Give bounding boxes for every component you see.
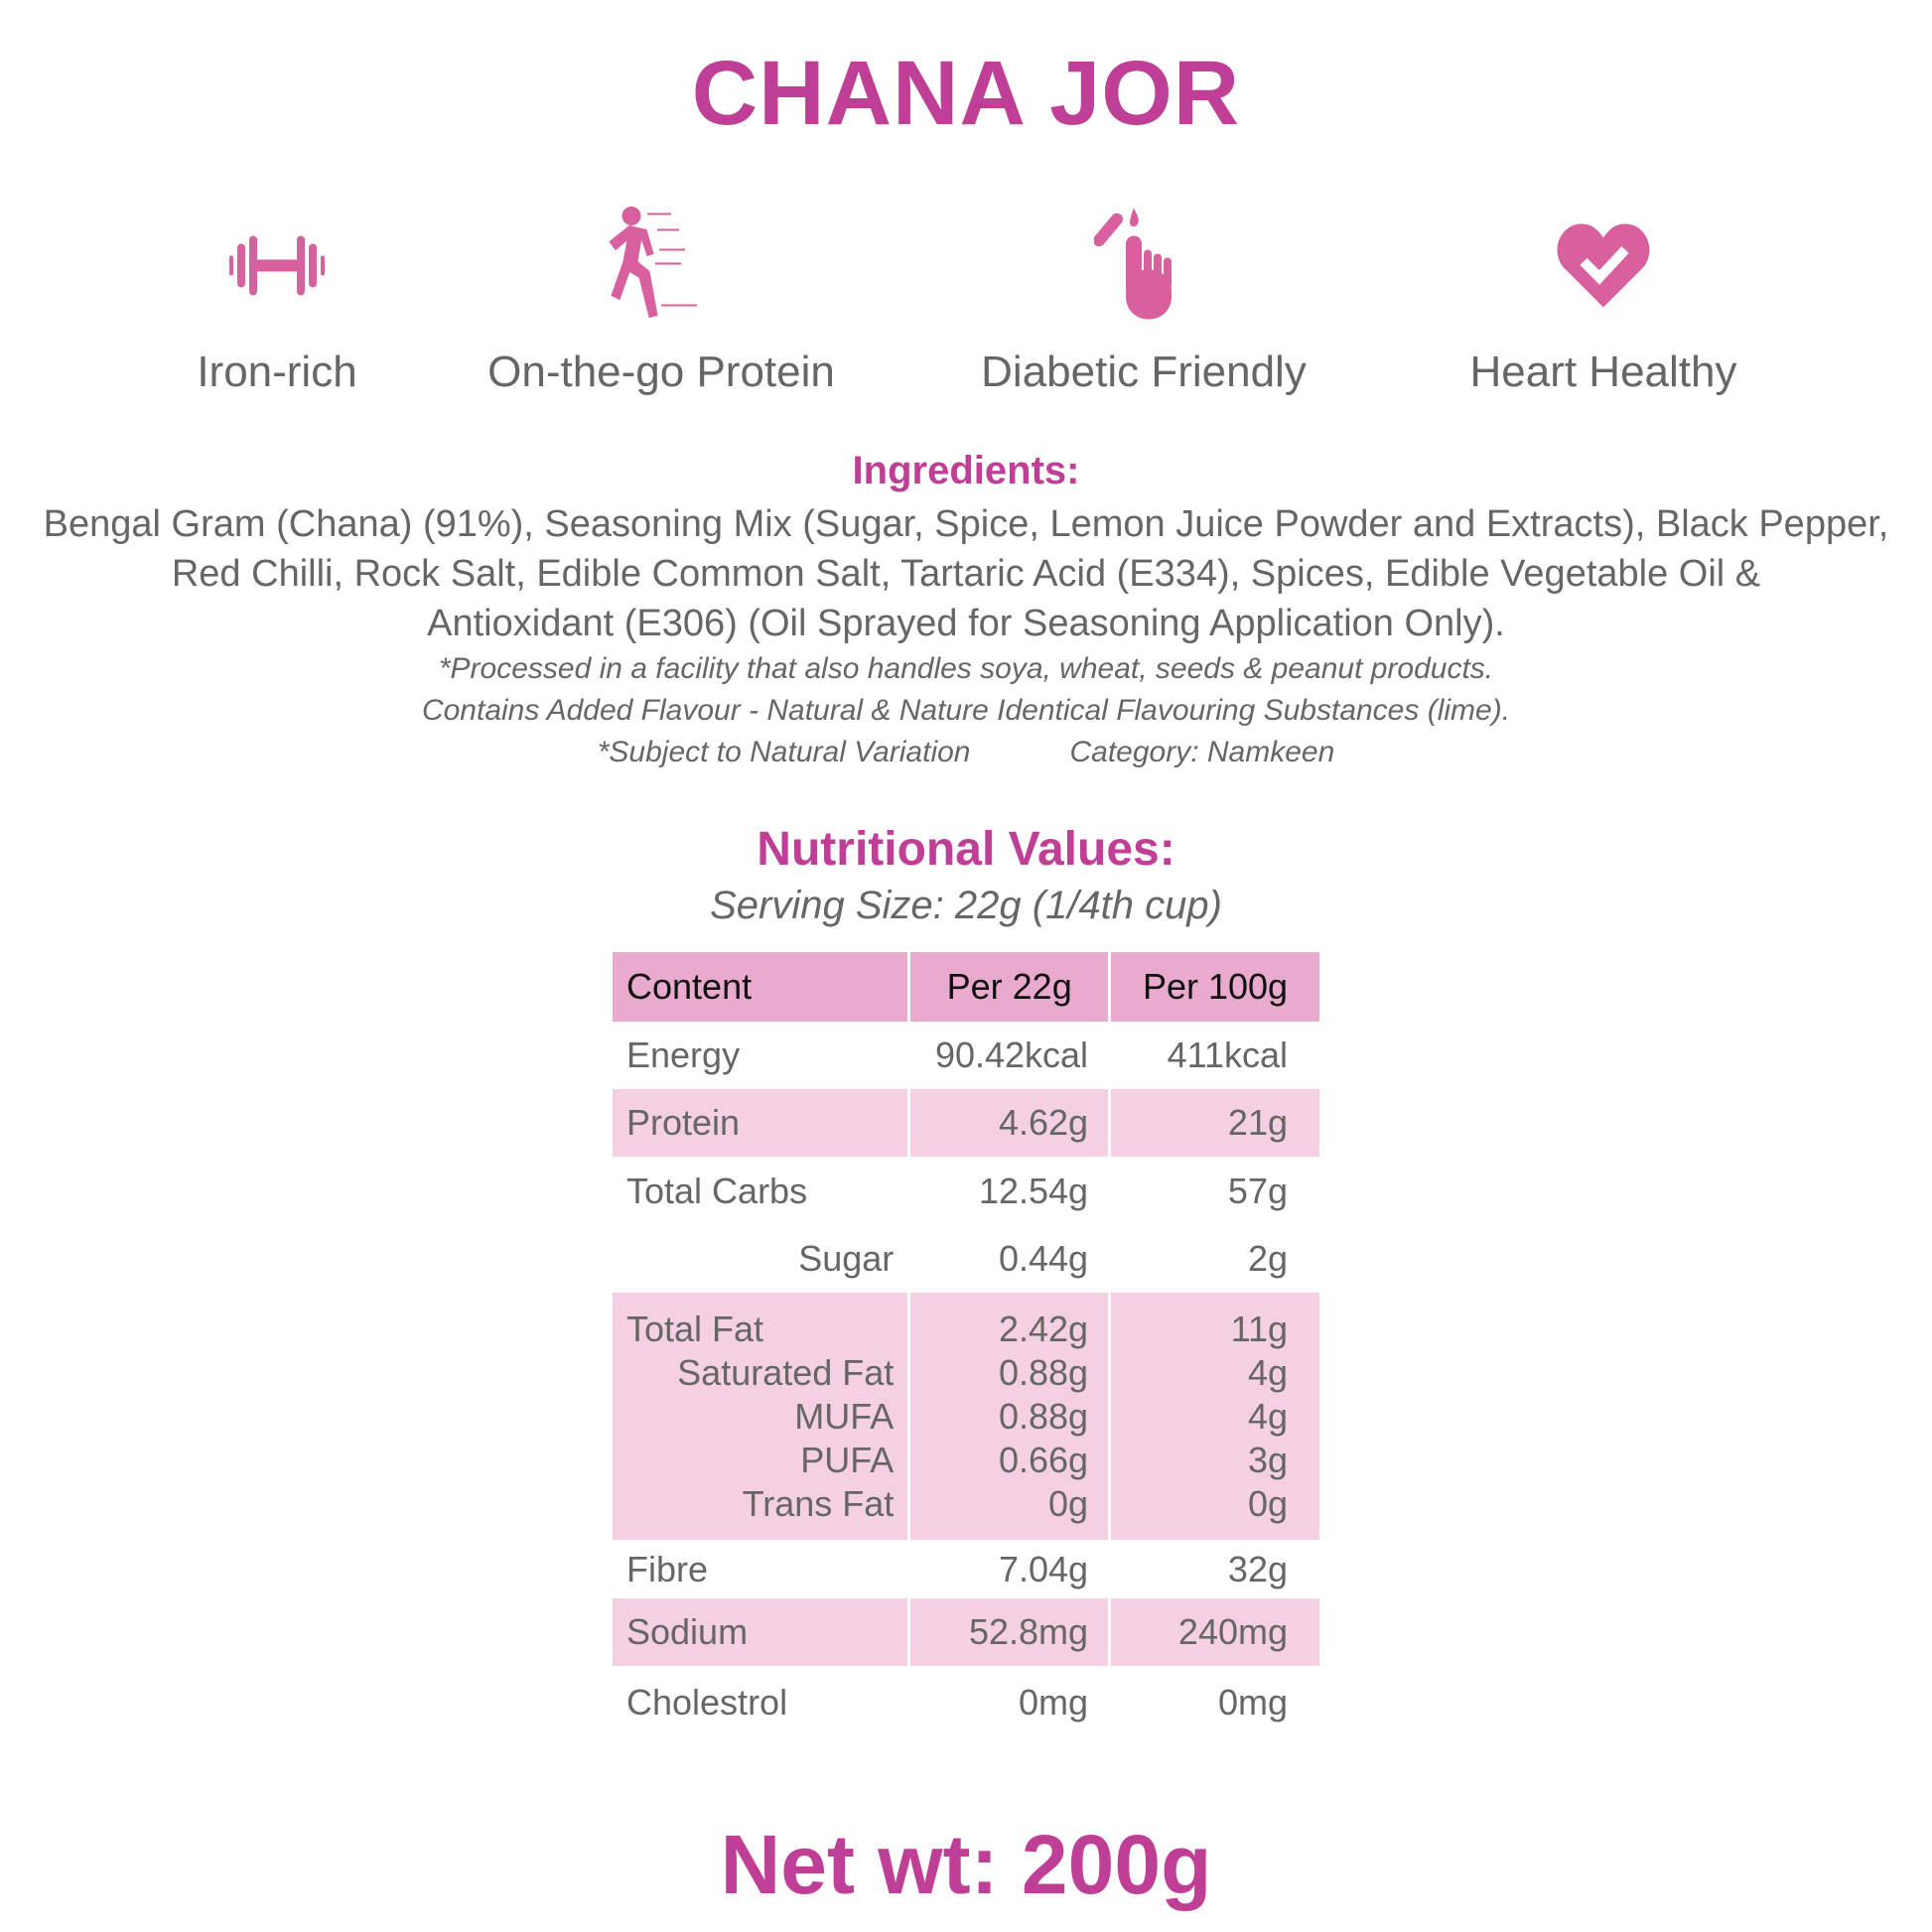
feature-label: Diabetic Friendly: [981, 347, 1307, 396]
per-100g-cell: 2g: [1111, 1225, 1319, 1293]
net-weight: Net wt: 200g: [720, 1818, 1212, 1911]
ingredients-line: Antioxidant (E306) (Oil Sprayed for Seas…: [427, 603, 1505, 644]
nutrient-value: 52.8mg: [968, 1611, 1089, 1652]
per-100g-cell: 57g: [1111, 1157, 1319, 1225]
nutrient-value: 12.54g: [978, 1170, 1089, 1211]
allergen-note: *Processed in a facility that also handl…: [438, 652, 1494, 685]
feature-label: Iron-rich: [197, 347, 357, 396]
nutrient-name: Total Carbs: [626, 1170, 808, 1211]
feature-label: On-the-go Protein: [487, 347, 835, 396]
per-100g-cell: 32g: [1111, 1540, 1319, 1598]
nutrient-value: 4g: [1247, 1351, 1288, 1393]
running-person-icon: [609, 207, 697, 319]
feature-iron-rich: Iron-rich: [59, 204, 495, 397]
nutrient-name: Energy: [626, 1035, 741, 1075]
nutrition-heading: Nutritional Values:: [757, 823, 1175, 876]
nutrient-value: 0.88g: [998, 1395, 1089, 1437]
ingredients-line: Bengal Gram (Chana) (91%), Seasoning Mix…: [43, 503, 1889, 545]
feature-protein: On-the-go Protein: [443, 204, 880, 397]
flavour-note: Contains Added Flavour - Natural & Natur…: [421, 694, 1511, 727]
nutrient-value: 411kcal: [1167, 1035, 1288, 1075]
per-22g-cell: 7.04g: [910, 1540, 1108, 1598]
ingredients-text: Bengal Gram (Chana) (91%), Seasoning Mix…: [30, 499, 1902, 773]
per-100g-cell: 240mg: [1111, 1598, 1319, 1666]
heart-check-icon: [1557, 223, 1650, 308]
nutrient-value: 0.66g: [998, 1439, 1089, 1480]
nutrient-value: 7.04g: [998, 1548, 1089, 1589]
per-22g-cell: 12.54g: [910, 1157, 1108, 1225]
dumbbell-icon: [229, 235, 325, 296]
nutrient-value: 0g: [1247, 1482, 1288, 1524]
nutrient-cell: Energy: [613, 1022, 907, 1089]
nutrient-value: 0g: [1048, 1482, 1089, 1524]
feature-diabetic: Diabetic Friendly: [925, 204, 1362, 397]
variation-category-note: *Subject to Natural Variation Category: N…: [30, 732, 1902, 773]
nutrient-value: 4.62g: [998, 1102, 1089, 1143]
nutrient-name: PUFA: [800, 1439, 895, 1480]
table-row: Cholestrol 0mg 0mg: [613, 1666, 1319, 1739]
nutrient-value: 11g: [1230, 1308, 1288, 1349]
nutrient-value: 3g: [1247, 1439, 1288, 1480]
per-22g-cell: 2.42g 0.88g 0.88g 0.66g 0g: [910, 1293, 1109, 1540]
nutrient-cell: Total Fat Saturated Fat MUFA PUFA Trans Fat: [613, 1293, 908, 1540]
per-100g-cell: 0mg: [1111, 1666, 1319, 1739]
glucose-finger-prick-icon: [1094, 207, 1172, 320]
table-header: Content Per 22g Per 100g: [613, 952, 1319, 1022]
nutrient-name: Fibre: [626, 1548, 709, 1589]
per-22g-cell: 0mg: [910, 1666, 1108, 1739]
ingredients-heading: Ingredients:: [852, 449, 1080, 492]
serving-size: Serving Size: 22g (1/4th cup): [710, 884, 1222, 927]
ingredients-line: Red Chilli, Rock Salt, Edible Common Sal…: [171, 553, 1761, 595]
per-22g-cell: 0.44g: [910, 1225, 1108, 1293]
nutrient-name: Cholestrol: [626, 1682, 788, 1723]
nutrient-value: 21g: [1227, 1102, 1288, 1143]
table-row: Energy 90.42kcal 411kcal: [613, 1022, 1319, 1089]
nutrient-name: Trans Fat: [742, 1482, 895, 1524]
nutrient-value: 32g: [1227, 1548, 1288, 1589]
nutrient-name: MUFA: [794, 1395, 895, 1437]
column-header: Per 22g: [910, 952, 1109, 1022]
nutrient-value: 0mg: [1217, 1682, 1288, 1723]
per-100g-cell: 11g 4g 4g 3g 0g: [1111, 1293, 1319, 1540]
nutrient-value: 0.44g: [998, 1238, 1089, 1279]
table-row: Protein 4.62g 21g: [613, 1089, 1319, 1157]
table-row: Total Fat Saturated Fat MUFA PUFA Trans Fat 2…: [613, 1293, 1319, 1540]
variation-note: *Subject to Natural Variation: [597, 736, 971, 768]
per-22g-cell: 90.42kcal: [910, 1022, 1108, 1089]
column-header: Per 100g: [1111, 952, 1319, 1022]
nutrient-value: 2.42g: [998, 1308, 1089, 1349]
per-100g-cell: 411kcal: [1111, 1022, 1319, 1089]
nutrient-value: 0mg: [1019, 1682, 1089, 1723]
nutrient-name: Sodium: [626, 1611, 749, 1652]
table-row: Total Carbs 12.54g 57g: [613, 1157, 1319, 1225]
feature-label: Heart Healthy: [1469, 347, 1737, 396]
nutrient-value: 240mg: [1177, 1611, 1288, 1652]
nutrient-name: Sugar: [798, 1238, 895, 1279]
nutrient-cell: Total Carbs: [613, 1157, 907, 1225]
per-22g-cell: 4.62g: [910, 1089, 1109, 1157]
nutrient-cell: Protein: [613, 1089, 908, 1157]
table-row: Sodium 52.8mg 240mg: [613, 1598, 1319, 1666]
nutrition-table: Content Per 22g Per 100g Energy 90.42kcal…: [610, 952, 1322, 1739]
nutrient-cell: Sodium: [613, 1598, 908, 1666]
nutrient-name: Protein: [626, 1102, 741, 1143]
column-header: Content: [613, 952, 908, 1022]
table-row: Sugar 0.44g 2g: [613, 1225, 1319, 1293]
nutrient-value: 2g: [1247, 1238, 1288, 1279]
nutrient-value: 90.42kcal: [934, 1035, 1089, 1075]
category-note: Category: Namkeen: [1069, 736, 1335, 768]
nutrient-value: 57g: [1227, 1170, 1288, 1211]
nutrient-name: Saturated Fat: [677, 1351, 895, 1393]
nutrient-name: Total Fat: [626, 1308, 764, 1349]
nutrient-cell: Fibre: [613, 1540, 907, 1598]
feature-heart: Heart Healthy: [1385, 204, 1822, 397]
nutrient-value: 4g: [1247, 1395, 1288, 1437]
per-22g-cell: 52.8mg: [910, 1598, 1109, 1666]
table-row: Fibre 7.04g 32g: [613, 1540, 1319, 1598]
per-100g-cell: 21g: [1111, 1089, 1319, 1157]
nutrient-cell: Sugar: [613, 1225, 907, 1293]
product-title: CHANA JOR: [691, 43, 1241, 144]
nutrient-cell: Cholestrol: [613, 1666, 907, 1739]
nutrient-value: 0.88g: [998, 1351, 1089, 1393]
